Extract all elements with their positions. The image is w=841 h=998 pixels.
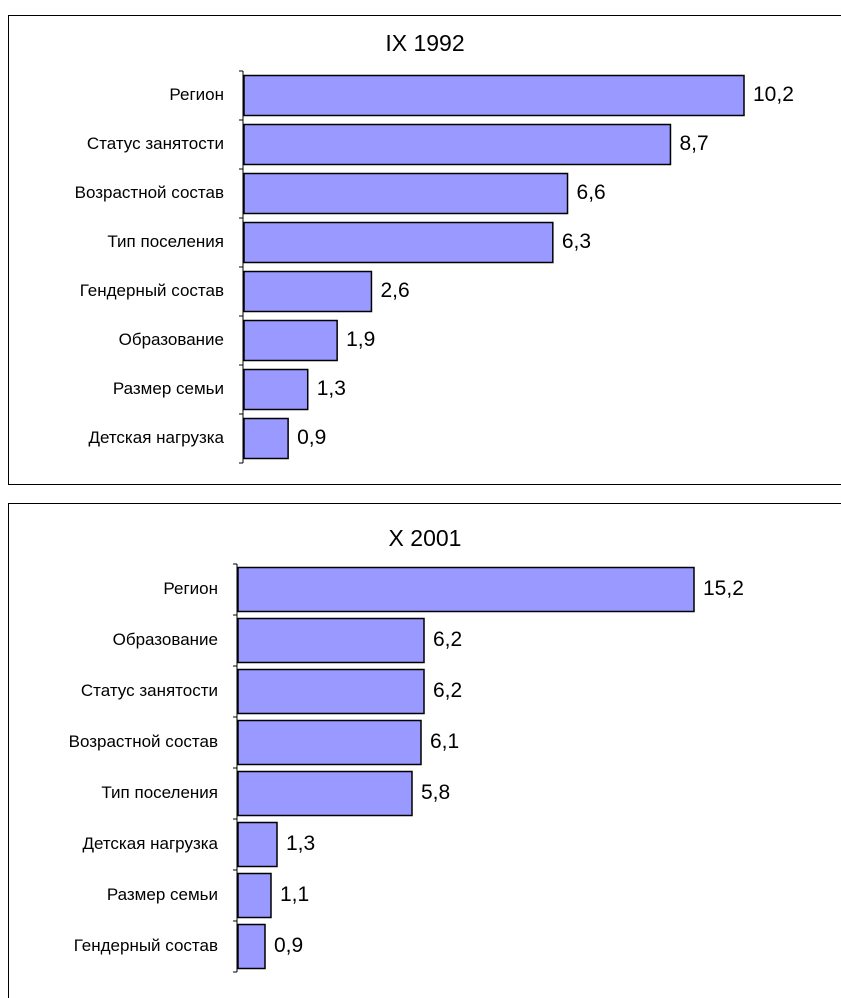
bar: [243, 417, 289, 460]
bar: [243, 319, 338, 362]
category-label: Тип поселения: [107, 232, 224, 251]
bar: [237, 566, 695, 613]
value-label: 0,9: [274, 934, 303, 957]
bar: [243, 368, 309, 411]
value-label: 1,1: [280, 883, 309, 906]
value-label: 6,2: [433, 628, 462, 651]
chart-title: IX 1992: [385, 30, 464, 56]
value-label: 5,8: [421, 781, 450, 804]
bar: [243, 123, 672, 166]
bar: [243, 221, 554, 264]
bar: [237, 821, 278, 868]
bar: [237, 668, 425, 715]
value-label: 0,9: [297, 426, 326, 449]
category-label: Регион: [169, 85, 224, 104]
chart-title: X 2001: [389, 525, 462, 551]
category-label: Образование: [119, 330, 224, 349]
value-label: 6,3: [562, 230, 591, 253]
bar: [243, 270, 373, 313]
bar: [237, 617, 425, 664]
chart-frame: [8, 15, 841, 485]
value-label: 10,2: [753, 83, 794, 106]
category-label: Гендерный состав: [74, 936, 218, 955]
bar: [237, 923, 266, 970]
value-label: 2,6: [380, 279, 409, 302]
category-label: Возрастной состав: [75, 183, 224, 202]
bar: [237, 770, 413, 817]
value-label: 6,1: [430, 730, 459, 753]
value-label: 15,2: [703, 577, 744, 600]
category-label: Статус занятости: [81, 681, 218, 700]
bar: [243, 172, 569, 215]
category-label: Размер семьи: [113, 379, 224, 398]
category-label: Возрастной состав: [69, 732, 218, 751]
value-label: 8,7: [679, 132, 708, 155]
value-label: 6,6: [577, 181, 606, 204]
bar: [237, 719, 422, 766]
category-label: Гендерный состав: [80, 281, 224, 300]
category-label: Образование: [113, 630, 218, 649]
bar: [237, 872, 272, 919]
category-label: Детская нагрузка: [88, 428, 224, 447]
category-label: Регион: [163, 579, 218, 598]
category-label: Размер семьи: [107, 885, 218, 904]
bar: [243, 74, 745, 117]
value-label: 1,9: [346, 328, 375, 351]
category-label: Детская нагрузка: [82, 834, 218, 853]
chart-frame: [8, 503, 841, 998]
category-label: Тип поселения: [101, 783, 218, 802]
value-label: 1,3: [317, 377, 346, 400]
value-label: 6,2: [433, 679, 462, 702]
value-label: 1,3: [286, 832, 315, 855]
category-label: Статус занятости: [87, 134, 224, 153]
